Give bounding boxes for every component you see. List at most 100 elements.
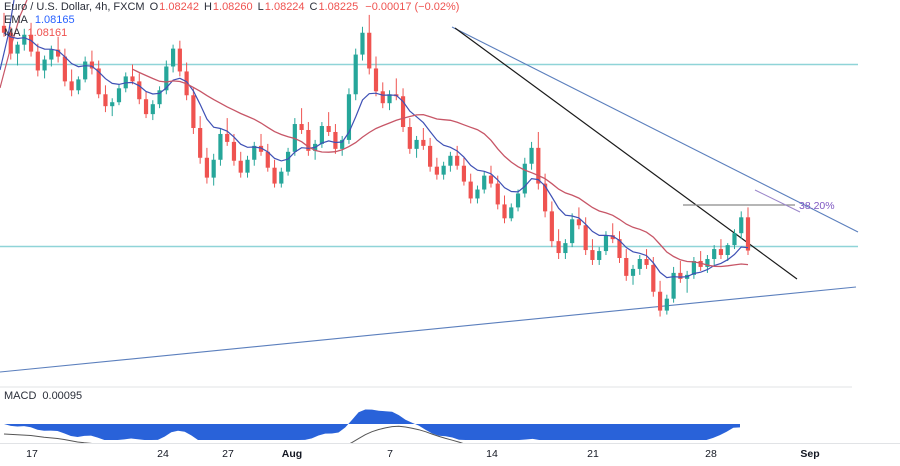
candle-body: [279, 171, 284, 184]
candle-body: [22, 34, 27, 45]
candle-body: [549, 211, 554, 242]
candle-body: [441, 165, 446, 175]
candle-body: [644, 258, 649, 265]
candle-body: [116, 88, 122, 103]
candle-body: [637, 258, 642, 269]
candle-body: [509, 207, 514, 219]
time-tick: 28: [705, 448, 717, 460]
candle-body: [434, 166, 439, 175]
candle-body: [245, 159, 250, 173]
ma-line: [132, 68, 749, 268]
ma-line-left-stub: [0, 0, 28, 89]
candle-body: [482, 175, 487, 190]
candle-body: [421, 139, 426, 146]
candle-body: [272, 167, 277, 184]
candle-body: [678, 272, 683, 279]
candle-body: [428, 145, 433, 167]
descending-trendline-black[interactable]: [454, 27, 798, 280]
candle-body: [725, 245, 730, 256]
descending-trendline-blue-upper[interactable]: [451, 26, 859, 233]
candle-body: [373, 68, 379, 92]
candle-body: [143, 99, 149, 115]
macd-histogram-area: [4, 409, 740, 440]
candle-body: [76, 79, 81, 91]
candle-body: [488, 175, 494, 184]
candle-body: [346, 94, 352, 140]
candle-body: [333, 131, 338, 149]
candle-body: [617, 239, 622, 258]
candle-body: [265, 151, 270, 168]
candle-body: [745, 217, 751, 251]
candle-body: [225, 133, 230, 142]
candle-body: [563, 243, 568, 254]
candle-body: [211, 159, 216, 178]
time-tick: 21: [587, 448, 599, 460]
candle-body: [576, 219, 582, 226]
candle-body: [630, 268, 636, 276]
candle-body: [414, 139, 419, 149]
ema-line: [3, 32, 749, 279]
price-axis[interactable]: USD 1.105001.100001.095001.090001.085001…: [852, 0, 900, 443]
candle-body: [326, 126, 331, 132]
candle-body: [522, 163, 527, 194]
candle-body: [536, 147, 541, 184]
candle-body: [96, 68, 101, 95]
candle-body: [556, 241, 561, 254]
candle-body: [252, 145, 257, 160]
candle-body: [387, 94, 392, 104]
candle-body: [624, 258, 629, 276]
candle-body: [583, 225, 588, 251]
candle-body: [502, 204, 507, 219]
candle-body: [610, 235, 615, 240]
candle-body: [157, 90, 162, 105]
candle-body: [35, 51, 40, 71]
candle-body: [657, 291, 663, 311]
candle-body: [651, 264, 656, 292]
ascending-trendline[interactable]: [0, 286, 857, 373]
candle-body: [664, 298, 669, 311]
candle-body: [285, 151, 291, 172]
candle-body: [455, 155, 460, 166]
candle-body: [353, 54, 358, 95]
time-tick: Sep: [800, 448, 820, 460]
candle-body: [319, 126, 324, 144]
time-axis[interactable]: 17 24 27 Aug 7 14 21 28 Sep: [0, 443, 900, 466]
candle-body: [718, 249, 724, 256]
time-tick: 24: [157, 448, 169, 460]
ema-line-left-stub: [0, 0, 15, 71]
candle-body: [1, 25, 7, 33]
candle-body: [698, 260, 703, 267]
candle-body: [671, 272, 676, 299]
candle-body: [130, 76, 135, 82]
candle-body: [712, 249, 717, 259]
candle-body: [62, 56, 67, 82]
candle-body: [306, 129, 311, 151]
candle-body: [164, 66, 169, 91]
candle-body: [705, 258, 710, 267]
candle-body: [258, 145, 264, 152]
candle-body: [448, 155, 453, 166]
fib-382-label: 38.20%: [799, 200, 835, 212]
time-tick: Aug: [281, 448, 303, 460]
candle-body: [367, 32, 372, 69]
candle-body: [177, 48, 182, 72]
candle-body: [570, 219, 575, 244]
candlestick-series: [1, 12, 751, 317]
time-tick: 17: [26, 448, 38, 460]
candle-body: [89, 61, 95, 69]
candle-body: [475, 189, 480, 199]
candle-body: [8, 32, 13, 54]
candle-body: [218, 133, 223, 160]
candle-body: [150, 104, 155, 115]
fib-382-pointer: [754, 189, 801, 213]
candle-body: [542, 183, 548, 212]
time-tick: 7: [387, 448, 393, 460]
candle-body: [137, 81, 142, 100]
candle-body: [360, 32, 365, 55]
candle-body: [49, 49, 54, 60]
candle-body: [691, 260, 696, 275]
candle-body: [529, 147, 534, 164]
candle-body: [590, 250, 595, 260]
